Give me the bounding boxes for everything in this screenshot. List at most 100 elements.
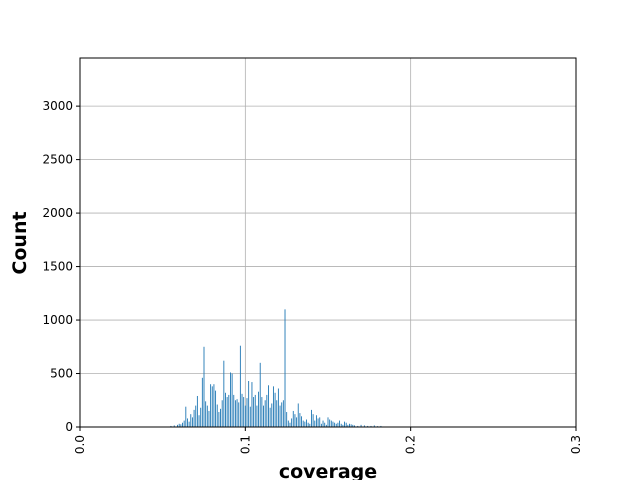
histogram-bar bbox=[292, 410, 294, 427]
histogram-bar bbox=[266, 394, 268, 427]
histogram-bar bbox=[178, 423, 180, 427]
y-tick-label: 1000 bbox=[42, 313, 73, 327]
histogram-bar bbox=[258, 391, 260, 427]
histogram-bar bbox=[284, 309, 286, 427]
histogram-bar bbox=[185, 406, 187, 427]
histogram-bar bbox=[330, 420, 332, 427]
histogram-bar bbox=[225, 392, 226, 427]
histogram-bar bbox=[294, 414, 296, 427]
histogram-bar bbox=[180, 424, 182, 427]
histogram-bar bbox=[281, 402, 283, 427]
histogram-bar bbox=[231, 373, 233, 427]
histogram-bar bbox=[304, 421, 306, 427]
histogram-bar bbox=[307, 422, 309, 427]
histogram-bar bbox=[251, 382, 253, 427]
histogram-bar bbox=[373, 425, 375, 427]
histogram-bar bbox=[261, 397, 263, 427]
histogram-bar bbox=[226, 397, 228, 427]
histogram-bar bbox=[337, 422, 339, 427]
histogram-bar bbox=[349, 423, 350, 427]
histogram-bar bbox=[183, 420, 185, 427]
histogram-bar bbox=[254, 394, 256, 427]
histogram-bar bbox=[256, 405, 258, 427]
histogram-bar bbox=[248, 381, 250, 427]
histogram-bar bbox=[241, 393, 243, 427]
histogram-bar bbox=[205, 401, 207, 427]
histogram-bar bbox=[221, 400, 223, 427]
histogram-bar bbox=[233, 394, 235, 427]
histogram-bar bbox=[357, 425, 359, 427]
histogram-bar bbox=[322, 420, 324, 427]
histogram-bar bbox=[206, 405, 208, 427]
histogram-bar bbox=[345, 422, 347, 427]
x-tick-label: 0.1 bbox=[238, 435, 252, 454]
histogram-bar bbox=[339, 420, 341, 427]
histogram-bar bbox=[272, 386, 274, 427]
y-tick-label: 1500 bbox=[42, 260, 73, 274]
histogram-bar bbox=[340, 423, 342, 427]
histogram-bar bbox=[302, 420, 304, 427]
histogram-bar bbox=[312, 414, 314, 427]
histogram-bar bbox=[347, 424, 349, 427]
plot-frame bbox=[79, 57, 577, 428]
x-tick-label: 0.3 bbox=[569, 435, 583, 454]
histogram-bar bbox=[282, 400, 284, 427]
histogram-bar bbox=[236, 399, 238, 427]
x-axis-label: coverage bbox=[279, 461, 377, 480]
histogram-bar bbox=[314, 420, 316, 427]
histogram-bar bbox=[264, 400, 266, 427]
histogram-bar bbox=[208, 410, 210, 427]
histogram-bar bbox=[211, 386, 213, 427]
y-tick-label: 2500 bbox=[42, 153, 73, 167]
histogram-bar bbox=[269, 407, 271, 427]
histogram-bar bbox=[193, 409, 195, 427]
histogram-bar bbox=[306, 419, 307, 427]
histogram-bar bbox=[342, 424, 344, 427]
histogram-bar bbox=[332, 421, 334, 427]
histogram-bar bbox=[200, 407, 202, 427]
histogram-bar bbox=[286, 412, 288, 427]
histogram-bar bbox=[327, 417, 329, 427]
histogram-bar bbox=[301, 416, 302, 427]
histogram-bar bbox=[259, 362, 261, 427]
histogram-bar bbox=[173, 425, 175, 427]
x-tick-label: 0.2 bbox=[404, 435, 418, 454]
grid-lines bbox=[79, 58, 577, 428]
histogram-bar bbox=[230, 372, 231, 427]
histogram-bar bbox=[198, 415, 200, 427]
histogram-bar bbox=[335, 423, 337, 427]
histogram-bar bbox=[201, 377, 203, 427]
histogram-bar bbox=[195, 405, 197, 427]
histogram-bar bbox=[315, 415, 317, 427]
histogram-bar bbox=[279, 405, 281, 427]
histogram-bar bbox=[317, 418, 319, 427]
histogram-bar bbox=[370, 425, 372, 427]
bars bbox=[170, 309, 382, 427]
histogram-bar bbox=[274, 392, 276, 427]
histogram-bar bbox=[216, 404, 218, 427]
histogram-bar bbox=[177, 424, 178, 427]
y-tick-label: 3000 bbox=[42, 99, 73, 113]
histogram-bar bbox=[367, 425, 369, 427]
histogram-bar bbox=[360, 424, 362, 427]
histogram-bar bbox=[253, 397, 255, 427]
histogram-bar bbox=[190, 414, 192, 427]
histogram-bar bbox=[354, 425, 355, 427]
histogram-bar bbox=[296, 417, 298, 427]
y-axis-ticks: 0 500 1000 1500 2000 2500 3000 bbox=[42, 99, 80, 434]
histogram-bar bbox=[291, 418, 293, 427]
histogram-bar bbox=[380, 425, 382, 427]
histogram-bar bbox=[234, 400, 236, 427]
histogram-bar bbox=[325, 424, 327, 427]
y-tick-label: 500 bbox=[50, 367, 73, 381]
histogram-bar bbox=[319, 417, 321, 427]
histogram-bar bbox=[263, 405, 264, 427]
histogram-bar bbox=[271, 403, 273, 427]
histogram-bar bbox=[244, 405, 246, 427]
histogram-bar bbox=[289, 422, 291, 427]
histogram-bar bbox=[215, 390, 217, 427]
histogram-bar bbox=[344, 421, 345, 427]
y-axis-label: Count bbox=[9, 211, 31, 274]
histogram-bar bbox=[329, 419, 331, 427]
